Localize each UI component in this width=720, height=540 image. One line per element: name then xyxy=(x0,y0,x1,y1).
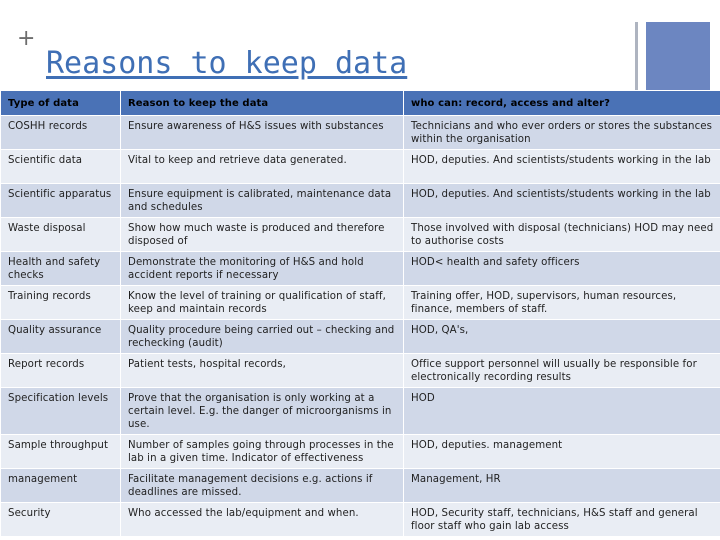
cell-reason: Patient tests, hospital records, xyxy=(120,353,404,388)
accent-block xyxy=(646,22,710,92)
cell-type: Scientific apparatus xyxy=(0,183,121,218)
cell-reason: Ensure equipment is calibrated, maintena… xyxy=(120,183,404,218)
table-row: Waste disposal Show how much waste is pr… xyxy=(0,217,720,252)
cell-type: Training records xyxy=(0,285,121,320)
header-who-can: who can: record, access and alter? xyxy=(403,90,720,116)
cell-type: Quality assurance xyxy=(0,319,121,354)
table-header-row: Type of data Reason to keep the data who… xyxy=(0,90,720,116)
cell-who: Those involved with disposal (technician… xyxy=(403,217,720,252)
table-row: Report records Patient tests, hospital r… xyxy=(0,353,720,388)
cell-who: Management, HR xyxy=(403,468,720,503)
table-row: Scientific data Vital to keep and retrie… xyxy=(0,149,720,184)
cell-type: Report records xyxy=(0,353,121,388)
table-row: Quality assurance Quality procedure bein… xyxy=(0,319,720,354)
slide-title: Reasons to keep data xyxy=(46,46,408,81)
cell-type: management xyxy=(0,468,121,503)
table-row: management Facilitate management decisio… xyxy=(0,468,720,503)
cell-who: HOD, Security staff, technicians, H&S st… xyxy=(403,502,720,537)
cell-who: HOD, deputies. And scientists/students w… xyxy=(403,149,720,184)
table-row: COSHH records Ensure awareness of H&S is… xyxy=(0,115,720,150)
cell-reason: Show how much waste is produced and ther… xyxy=(120,217,404,252)
cell-type: Specification levels xyxy=(0,387,121,435)
cell-who: HOD, QA's, xyxy=(403,319,720,354)
cell-who: Technicians and who ever orders or store… xyxy=(403,115,720,150)
header-type-of-data: Type of data xyxy=(0,90,121,116)
cell-type: Sample throughput xyxy=(0,434,121,469)
plus-mark: + xyxy=(17,26,36,51)
cell-reason: Know the level of training or qualificat… xyxy=(120,285,404,320)
header-reason: Reason to keep the data xyxy=(120,90,404,116)
table-row: Sample throughput Number of samples goin… xyxy=(0,434,720,469)
cell-who: Office support personnel will usually be… xyxy=(403,353,720,388)
cell-type: Waste disposal xyxy=(0,217,121,252)
cell-reason: Vital to keep and retrieve data generate… xyxy=(120,149,404,184)
cell-reason: Ensure awareness of H&S issues with subs… xyxy=(120,115,404,150)
cell-reason: Prove that the organisation is only work… xyxy=(120,387,404,435)
cell-who: HOD, deputies. And scientists/students w… xyxy=(403,183,720,218)
accent-line xyxy=(635,22,638,94)
cell-reason: Facilitate management decisions e.g. act… xyxy=(120,468,404,503)
cell-who: HOD< health and safety officers xyxy=(403,251,720,286)
table-row: Scientific apparatus Ensure equipment is… xyxy=(0,183,720,218)
cell-reason: Demonstrate the monitoring of H&S and ho… xyxy=(120,251,404,286)
table-row: Health and safety checks Demonstrate the… xyxy=(0,251,720,286)
cell-type: Health and safety checks xyxy=(0,251,121,286)
cell-reason: Quality procedure being carried out – ch… xyxy=(120,319,404,354)
table-row: Specification levels Prove that the orga… xyxy=(0,387,720,435)
cell-type: Security xyxy=(0,502,121,537)
table-row: Security Who accessed the lab/equipment … xyxy=(0,502,720,537)
cell-type: Scientific data xyxy=(0,149,121,184)
table-row: Training records Know the level of train… xyxy=(0,285,720,320)
cell-reason: Number of samples going through processe… xyxy=(120,434,404,469)
cell-who: Training offer, HOD, supervisors, human … xyxy=(403,285,720,320)
cell-type: COSHH records xyxy=(0,115,121,150)
data-table: Type of data Reason to keep the data who… xyxy=(0,90,720,537)
cell-who: HOD xyxy=(403,387,720,435)
cell-reason: Who accessed the lab/equipment and when. xyxy=(120,502,404,537)
cell-who: HOD, deputies. management xyxy=(403,434,720,469)
